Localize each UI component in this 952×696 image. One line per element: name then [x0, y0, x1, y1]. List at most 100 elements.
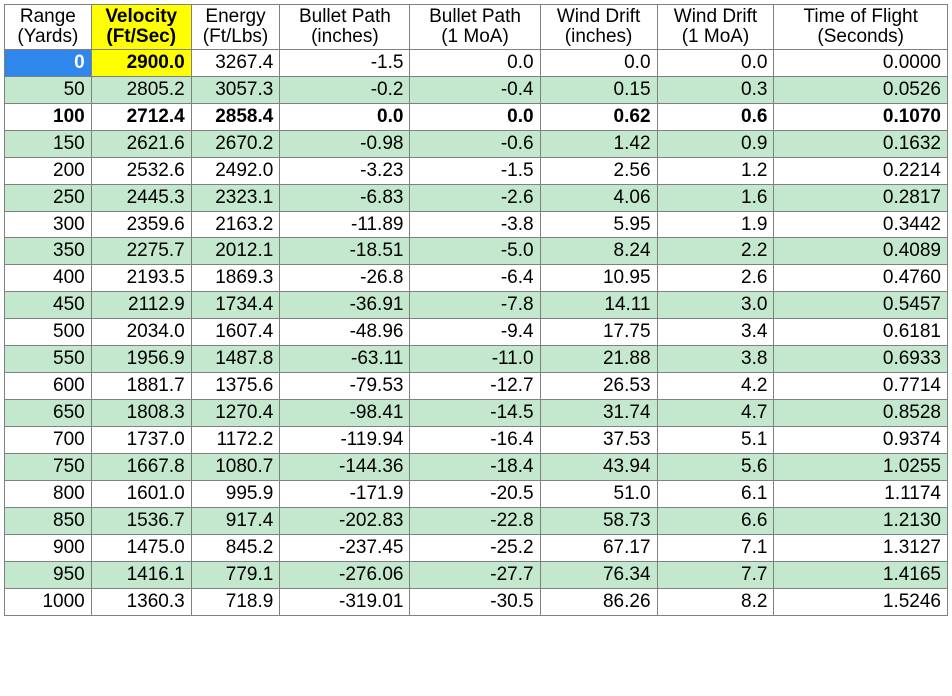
cell-drift_moa: 0.0 — [657, 49, 774, 76]
cell-range: 150 — [5, 130, 92, 157]
cell-path_in: -0.98 — [280, 130, 410, 157]
cell-drift_in: 76.34 — [540, 561, 657, 588]
col-header-drift_in: Wind Drift(inches) — [540, 5, 657, 50]
col-header-line2: (1 MoA) — [414, 27, 535, 47]
cell-velocity: 2445.3 — [91, 184, 191, 211]
table-row: 2002532.62492.0-3.23-1.52.561.20.2214 — [5, 157, 948, 184]
table-row: 6501808.31270.4-98.41-14.531.744.70.8528 — [5, 400, 948, 427]
cell-path_in: -79.53 — [280, 373, 410, 400]
col-header-path_moa: Bullet Path(1 MoA) — [410, 5, 540, 50]
cell-drift_moa: 7.7 — [657, 561, 774, 588]
col-header-line1: Range — [9, 7, 87, 27]
cell-drift_moa: 1.9 — [657, 211, 774, 238]
cell-energy: 1607.4 — [191, 319, 280, 346]
cell-path_in: -63.11 — [280, 346, 410, 373]
table-row: 1002712.42858.40.00.00.620.60.1070 — [5, 103, 948, 130]
cell-velocity: 1475.0 — [91, 534, 191, 561]
col-header-line2: (1 MoA) — [662, 27, 770, 47]
cell-drift_moa: 5.6 — [657, 453, 774, 480]
cell-energy: 1869.3 — [191, 265, 280, 292]
cell-range: 950 — [5, 561, 92, 588]
col-header-line2: (inches) — [545, 27, 653, 47]
cell-drift_moa: 0.3 — [657, 76, 774, 103]
cell-drift_moa: 4.7 — [657, 400, 774, 427]
cell-tof: 0.5457 — [774, 292, 948, 319]
cell-path_in: -237.45 — [280, 534, 410, 561]
cell-drift_moa: 6.1 — [657, 480, 774, 507]
cell-range: 600 — [5, 373, 92, 400]
cell-energy: 3057.3 — [191, 76, 280, 103]
cell-energy: 845.2 — [191, 534, 280, 561]
table-row: 3002359.62163.2-11.89-3.85.951.90.3442 — [5, 211, 948, 238]
cell-path_in: -26.8 — [280, 265, 410, 292]
cell-drift_moa: 4.2 — [657, 373, 774, 400]
cell-tof: 0.0526 — [774, 76, 948, 103]
cell-path_moa: -2.6 — [410, 184, 540, 211]
cell-range: 700 — [5, 427, 92, 454]
cell-drift_in: 43.94 — [540, 453, 657, 480]
cell-path_in: -144.36 — [280, 453, 410, 480]
cell-energy: 2163.2 — [191, 211, 280, 238]
cell-path_in: -119.94 — [280, 427, 410, 454]
cell-path_in: -319.01 — [280, 588, 410, 615]
cell-path_moa: -27.7 — [410, 561, 540, 588]
cell-path_moa: -14.5 — [410, 400, 540, 427]
cell-drift_in: 4.06 — [540, 184, 657, 211]
cell-tof: 0.4760 — [774, 265, 948, 292]
cell-drift_moa: 1.2 — [657, 157, 774, 184]
cell-drift_in: 14.11 — [540, 292, 657, 319]
cell-energy: 2492.0 — [191, 157, 280, 184]
cell-drift_in: 26.53 — [540, 373, 657, 400]
cell-energy: 995.9 — [191, 480, 280, 507]
col-header-line2: (Ft/Sec) — [96, 27, 187, 47]
cell-path_moa: -9.4 — [410, 319, 540, 346]
cell-path_moa: -1.5 — [410, 157, 540, 184]
cell-range: 350 — [5, 238, 92, 265]
cell-drift_moa: 5.1 — [657, 427, 774, 454]
cell-drift_moa: 3.0 — [657, 292, 774, 319]
table-row: 1502621.62670.2-0.98-0.61.420.90.1632 — [5, 130, 948, 157]
cell-range: 450 — [5, 292, 92, 319]
cell-drift_moa: 2.6 — [657, 265, 774, 292]
table-row: 4502112.91734.4-36.91-7.814.113.00.5457 — [5, 292, 948, 319]
cell-tof: 0.6181 — [774, 319, 948, 346]
cell-velocity: 2712.4 — [91, 103, 191, 130]
cell-drift_in: 37.53 — [540, 427, 657, 454]
cell-velocity: 1737.0 — [91, 427, 191, 454]
cell-path_moa: -22.8 — [410, 507, 540, 534]
col-header-line2: (Seconds) — [778, 27, 943, 47]
cell-energy: 1487.8 — [191, 346, 280, 373]
cell-path_moa: -3.8 — [410, 211, 540, 238]
cell-energy: 1270.4 — [191, 400, 280, 427]
cell-tof: 1.1174 — [774, 480, 948, 507]
cell-velocity: 2112.9 — [91, 292, 191, 319]
cell-velocity: 1536.7 — [91, 507, 191, 534]
table-row: 8501536.7917.4-202.83-22.858.736.61.2130 — [5, 507, 948, 534]
cell-path_in: -202.83 — [280, 507, 410, 534]
cell-path_in: -0.2 — [280, 76, 410, 103]
cell-path_in: -171.9 — [280, 480, 410, 507]
cell-velocity: 2359.6 — [91, 211, 191, 238]
cell-range: 800 — [5, 480, 92, 507]
cell-range: 50 — [5, 76, 92, 103]
cell-path_moa: -25.2 — [410, 534, 540, 561]
cell-velocity: 2532.6 — [91, 157, 191, 184]
cell-velocity: 1416.1 — [91, 561, 191, 588]
cell-drift_in: 8.24 — [540, 238, 657, 265]
cell-tof: 1.0255 — [774, 453, 948, 480]
cell-energy: 2012.1 — [191, 238, 280, 265]
cell-range: 300 — [5, 211, 92, 238]
cell-tof: 1.2130 — [774, 507, 948, 534]
cell-drift_in: 51.0 — [540, 480, 657, 507]
col-header-line2: (inches) — [284, 27, 405, 47]
cell-range: 200 — [5, 157, 92, 184]
col-header-tof: Time of Flight(Seconds) — [774, 5, 948, 50]
cell-path_in: 0.0 — [280, 103, 410, 130]
cell-drift_moa: 2.2 — [657, 238, 774, 265]
cell-energy: 1734.4 — [191, 292, 280, 319]
cell-tof: 0.9374 — [774, 427, 948, 454]
cell-drift_moa: 7.1 — [657, 534, 774, 561]
table-row: 7501667.81080.7-144.36-18.443.945.61.025… — [5, 453, 948, 480]
table-body: 02900.03267.4-1.50.00.00.00.0000502805.2… — [5, 49, 948, 615]
col-header-range: Range(Yards) — [5, 5, 92, 50]
